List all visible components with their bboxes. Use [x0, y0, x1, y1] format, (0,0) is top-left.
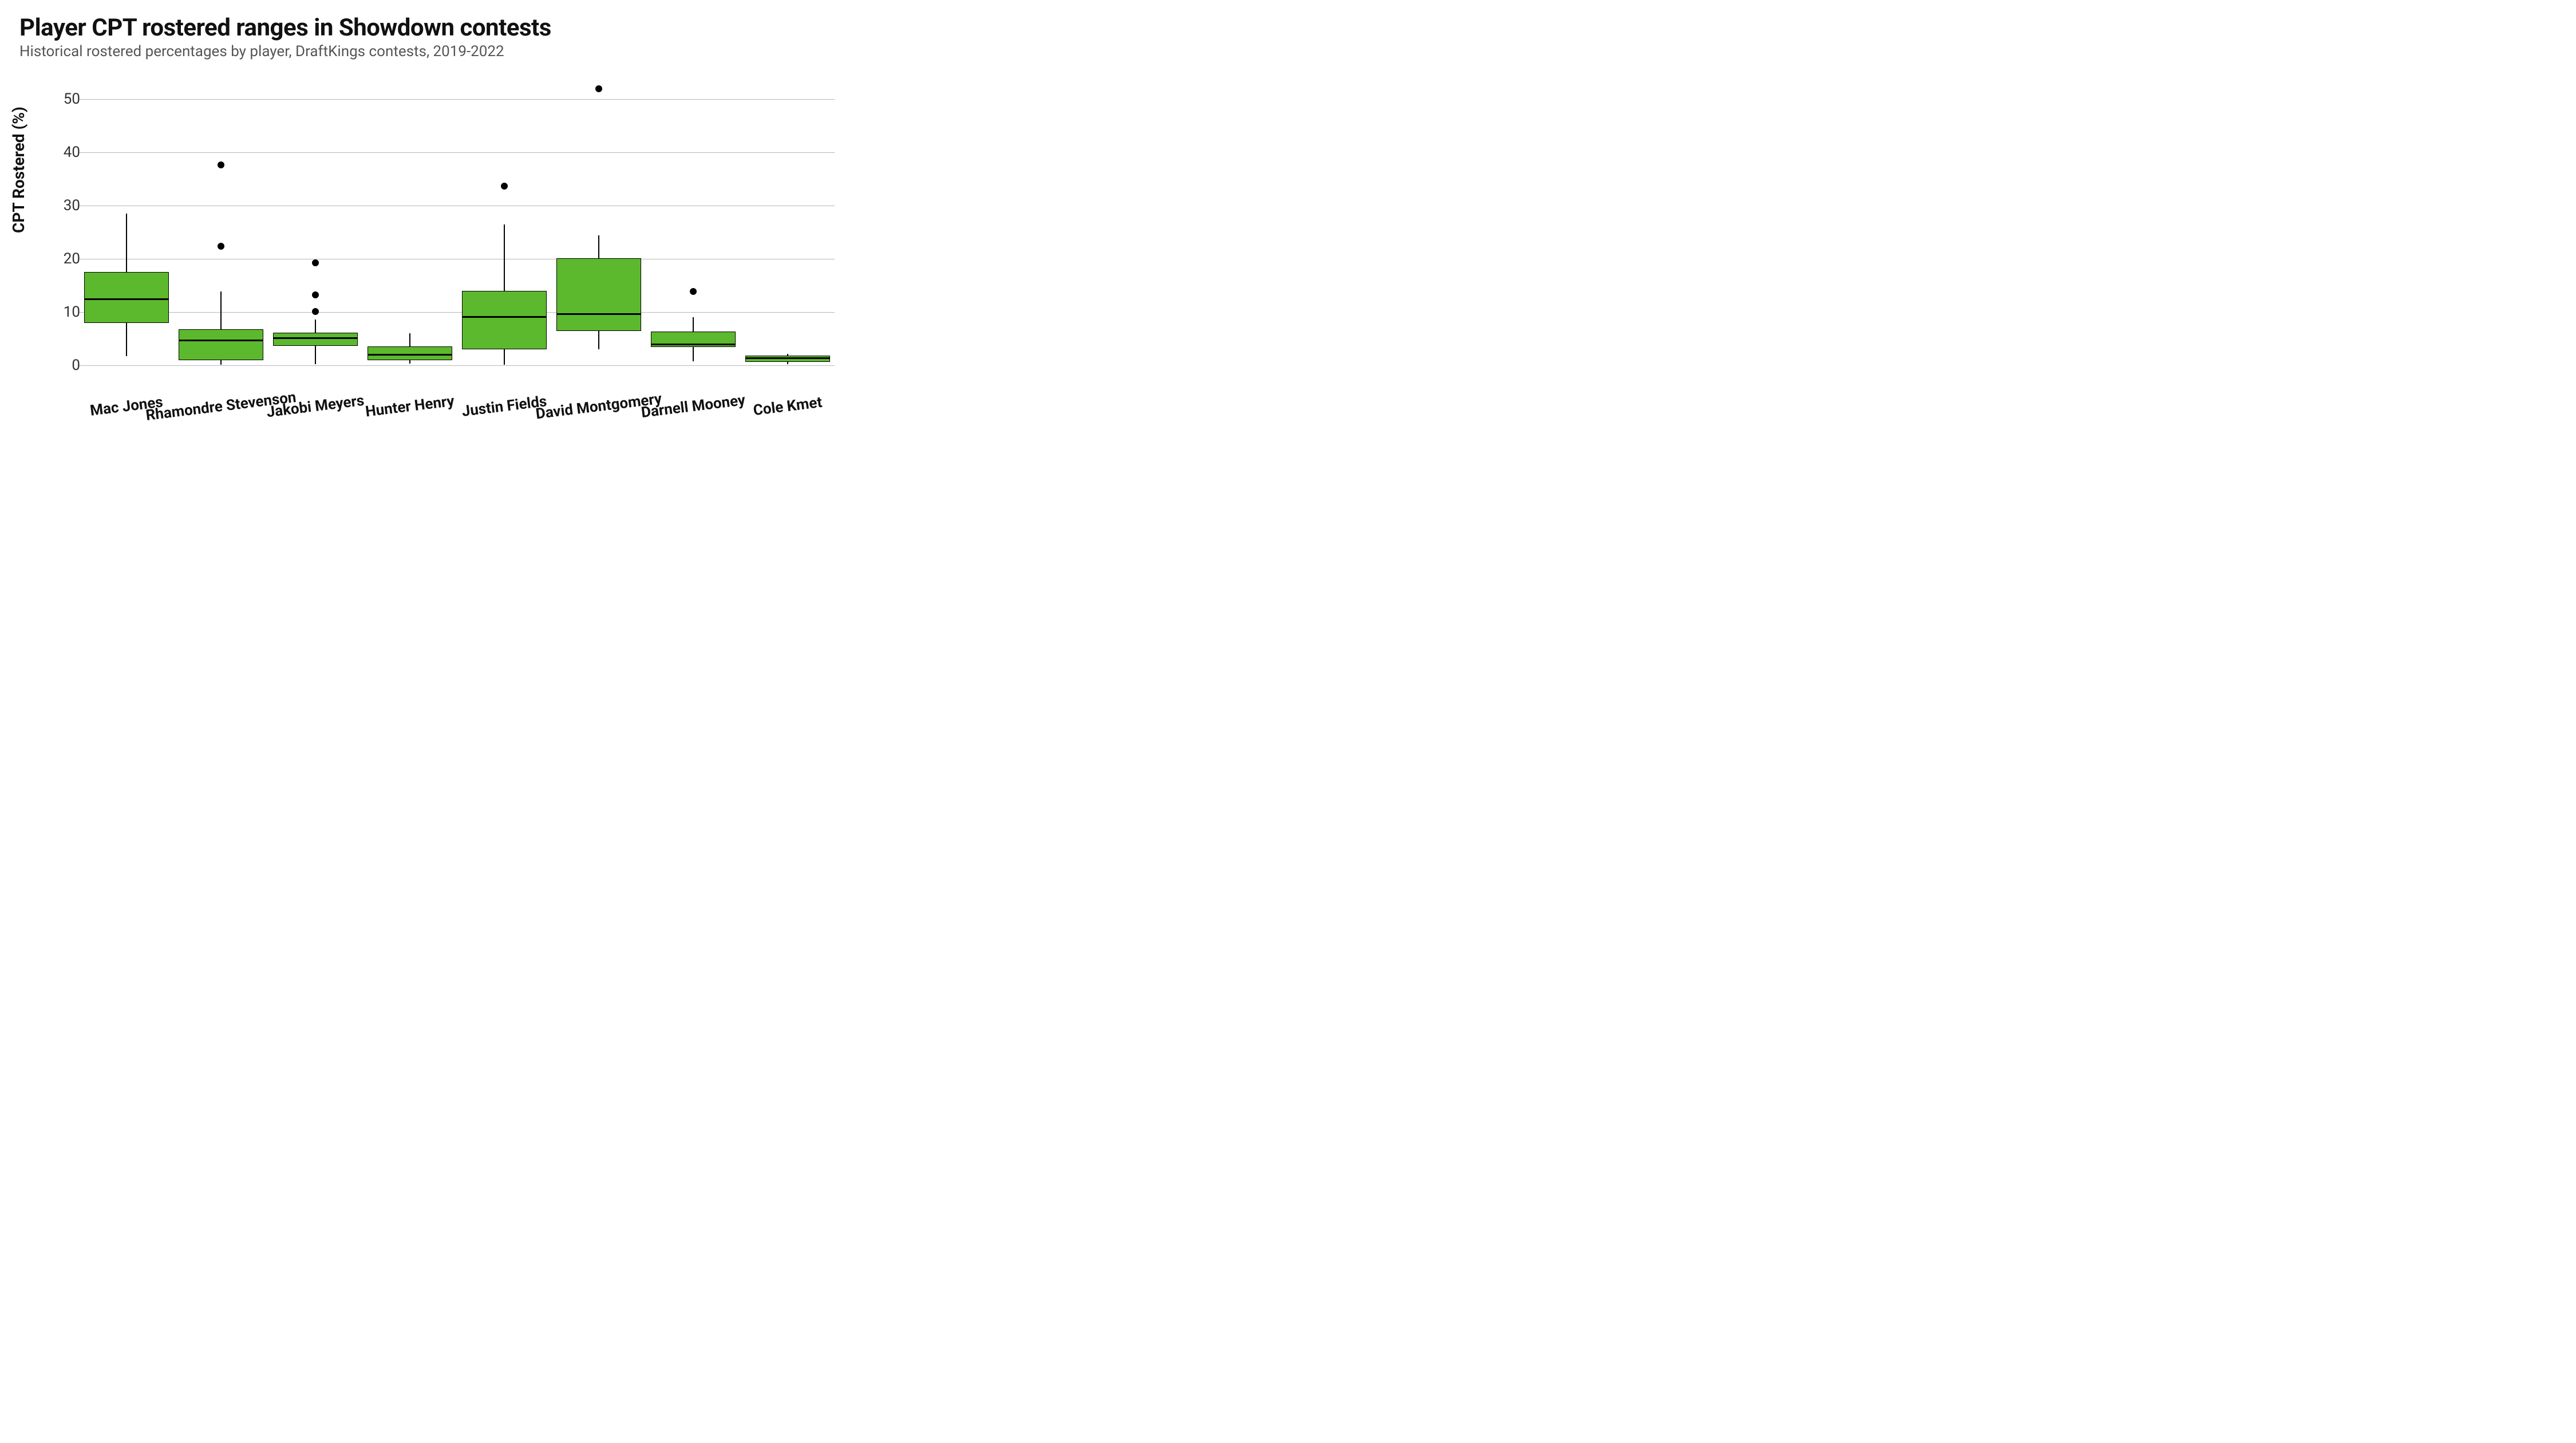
median-line: [273, 337, 358, 339]
whisker-lower: [409, 360, 410, 364]
y-tick-label: 10: [46, 303, 80, 321]
box-group: [84, 73, 169, 376]
outlier-point: [312, 259, 319, 266]
box-group: [556, 73, 641, 376]
whisker-upper: [315, 320, 316, 332]
outlier-point: [312, 308, 319, 315]
box-group: [651, 73, 736, 376]
box-group: [179, 73, 263, 376]
box: [179, 329, 263, 360]
whisker-upper: [693, 317, 694, 332]
whisker-upper: [126, 214, 127, 271]
y-tick-label: 30: [46, 197, 80, 214]
box: [368, 346, 452, 360]
whisker-upper: [220, 291, 222, 329]
whisker-lower: [220, 360, 222, 364]
x-tick-label: Cole Kmet: [752, 394, 823, 420]
whisker-upper: [598, 235, 599, 258]
median-line: [745, 357, 830, 359]
outlier-point: [312, 291, 319, 298]
median-line: [556, 313, 641, 315]
chart-container: Player CPT rostered ranges in Showdown c…: [0, 0, 859, 481]
y-tick-label: 20: [46, 250, 80, 267]
outlier-point: [595, 85, 602, 92]
plot-region: [79, 73, 835, 376]
box: [84, 272, 169, 323]
y-tick-label: 0: [46, 357, 80, 374]
whisker-lower: [126, 323, 127, 356]
whisker-lower: [693, 347, 694, 361]
median-line: [651, 344, 736, 345]
whisker-lower: [315, 346, 316, 364]
y-tick-label: 40: [46, 144, 80, 161]
box-group: [368, 73, 452, 376]
whisker-lower: [787, 362, 788, 364]
median-line: [179, 340, 263, 341]
outlier-point: [218, 161, 224, 168]
whisker-upper: [409, 333, 410, 346]
outlier-point: [690, 288, 697, 295]
box-group: [745, 73, 830, 376]
median-line: [84, 298, 169, 300]
median-line: [368, 354, 452, 356]
whisker-lower: [504, 349, 505, 365]
chart-area: CPT Rostered (%) Mac JonesRhamondre Stev…: [23, 73, 841, 439]
median-line: [462, 316, 547, 318]
box: [462, 291, 547, 349]
chart-subtitle: Historical rostered percentages by playe…: [19, 43, 839, 60]
box-group: [273, 73, 358, 376]
whisker-upper: [504, 224, 505, 291]
chart-title: Player CPT rostered ranges in Showdown c…: [19, 14, 839, 42]
box-group: [462, 73, 547, 376]
x-axis-labels: Mac JonesRhamondre StevensonJakobi Meyer…: [79, 388, 835, 439]
y-axis-label: CPT Rostered (%): [9, 107, 28, 233]
outlier-point: [218, 243, 224, 250]
y-tick-label: 50: [46, 90, 80, 108]
outlier-point: [501, 183, 508, 190]
box: [556, 258, 641, 331]
x-tick-label: Hunter Henry: [364, 393, 455, 421]
whisker-lower: [598, 331, 599, 350]
